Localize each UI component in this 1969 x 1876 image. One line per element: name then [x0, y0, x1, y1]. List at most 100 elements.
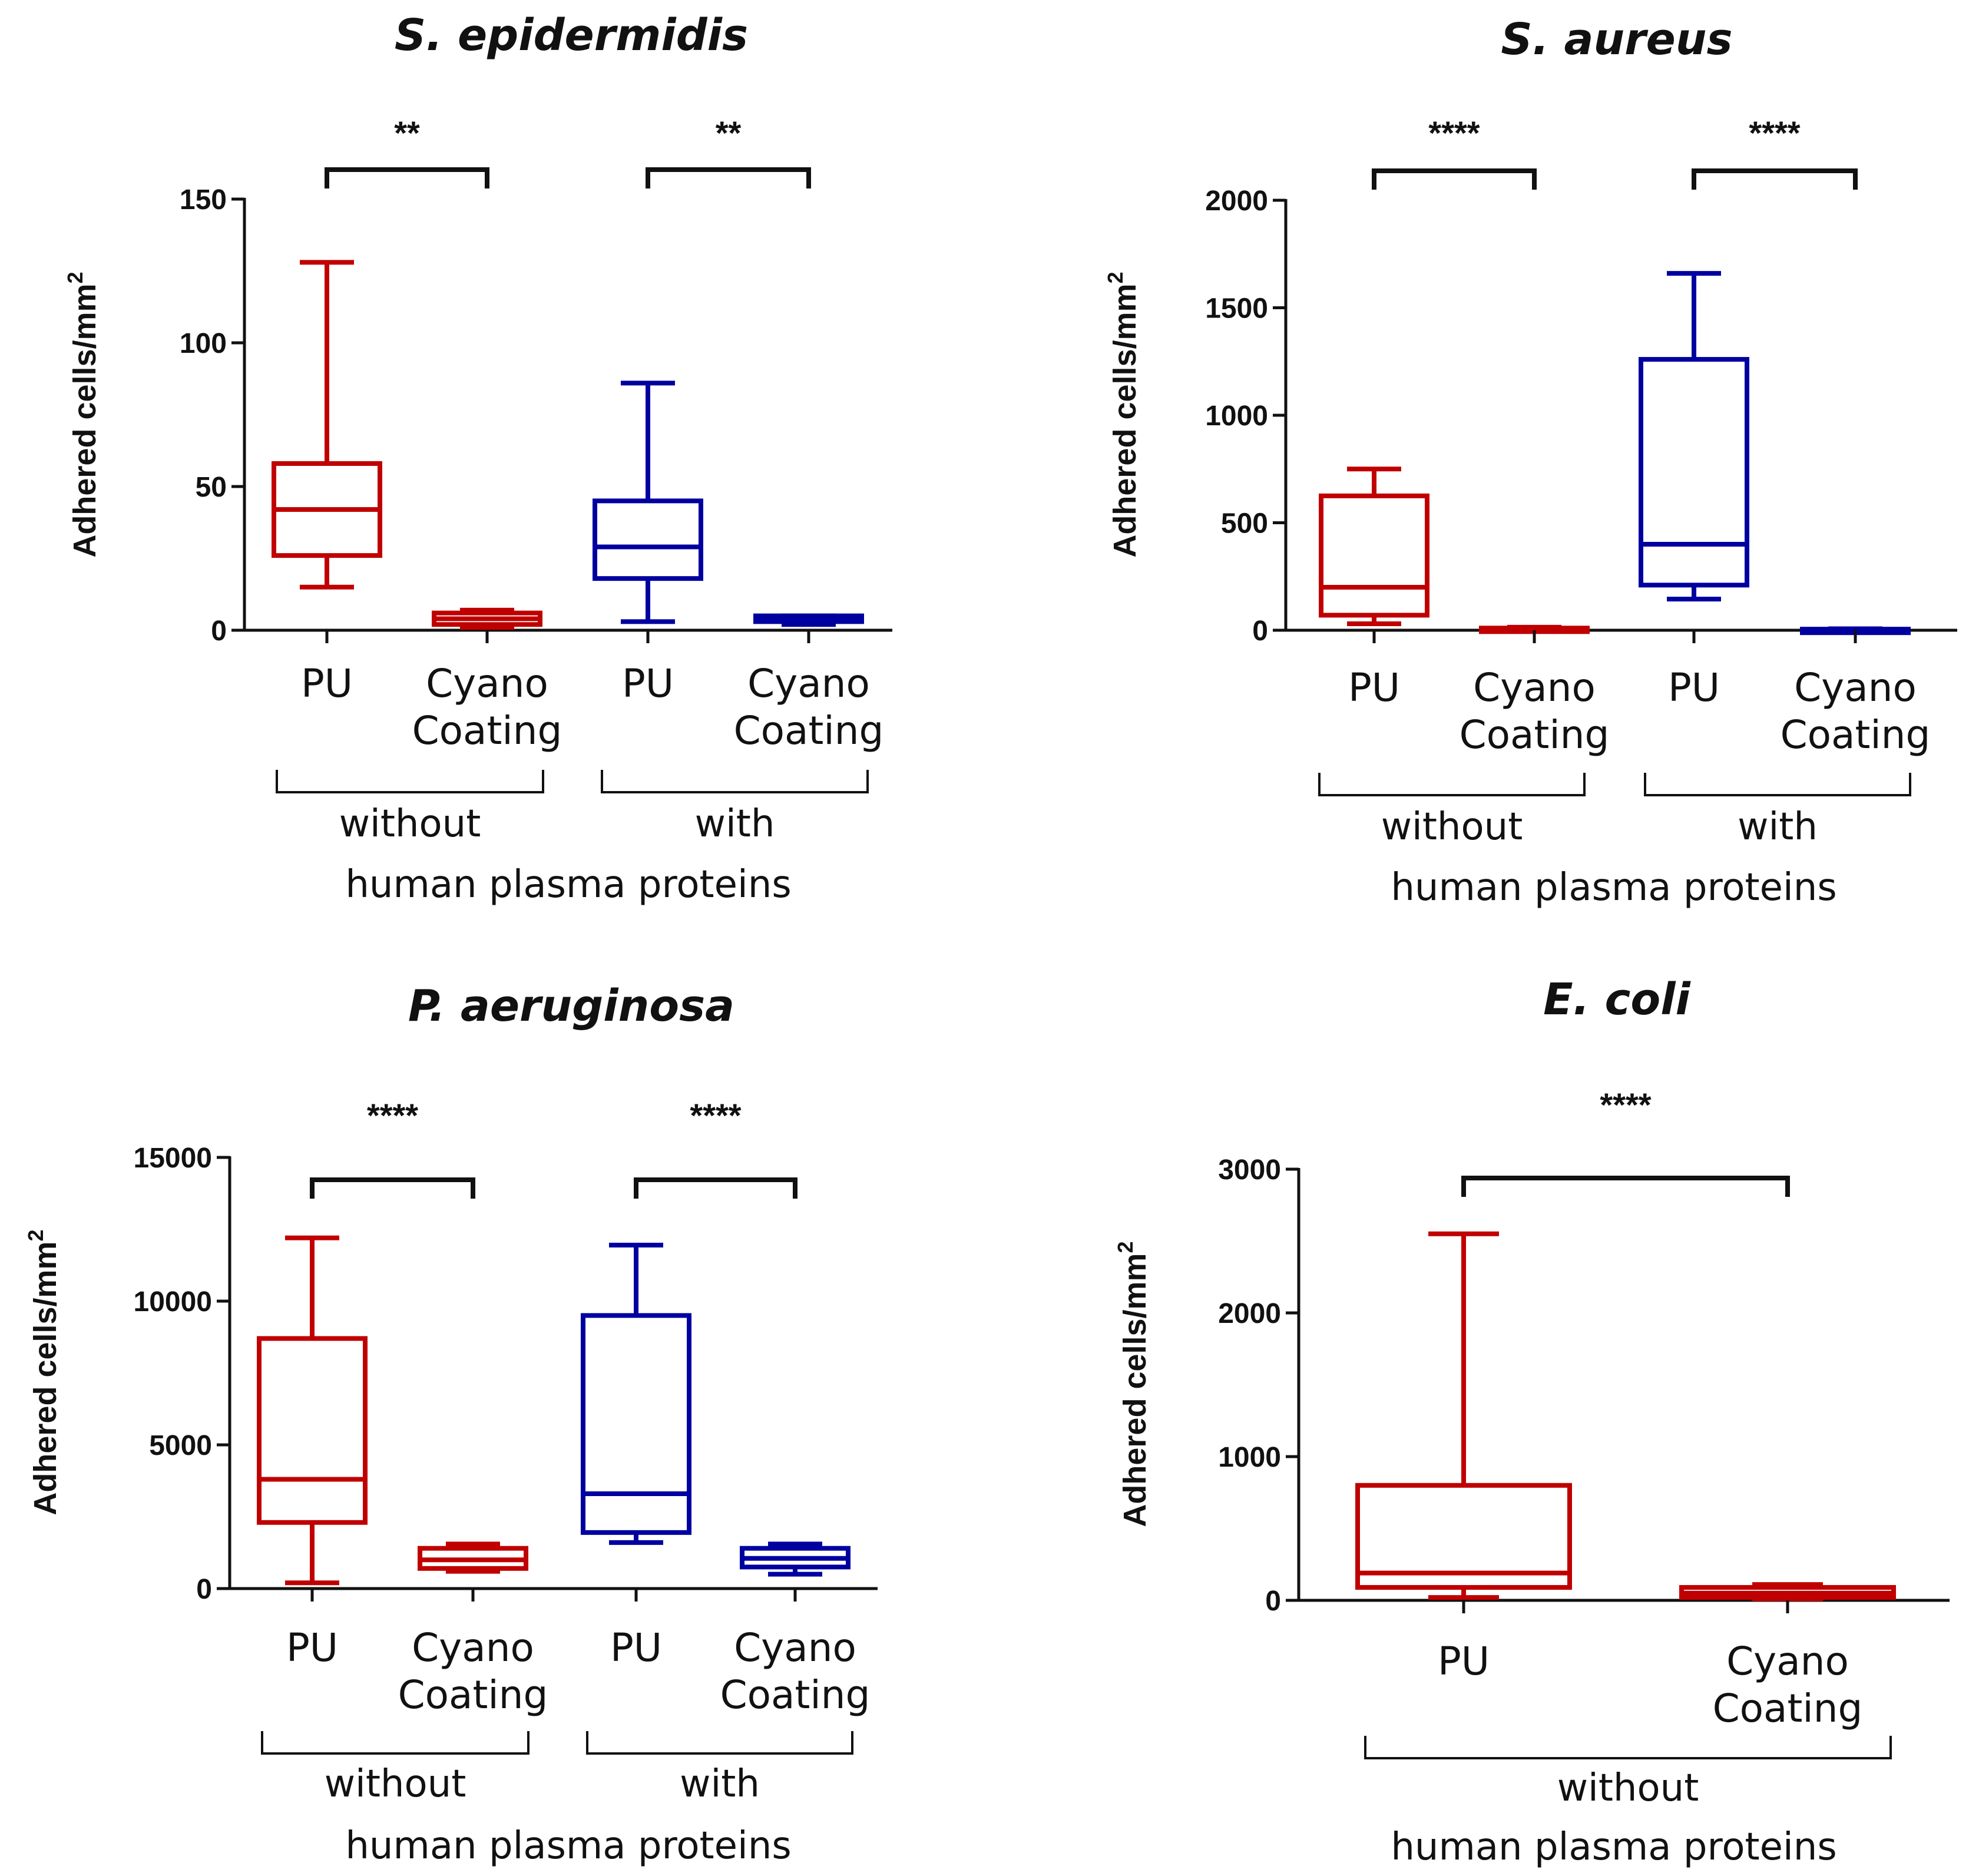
x-category-label: Coating: [720, 1672, 871, 1718]
x-category-label: Cyano: [1726, 1639, 1849, 1684]
x-category-label: PU: [1438, 1639, 1490, 1684]
box-1: [272, 260, 382, 590]
box-3: [581, 1242, 691, 1545]
panel-4: E. coli 0 1000 2000 3000 Adhered cells/mm2 PU C…: [1113, 974, 1950, 1869]
x-category-label: Coating: [1713, 1686, 1863, 1731]
box-1: [257, 1235, 368, 1586]
x-category-label: Coating: [398, 1672, 548, 1718]
y-tick-label: 10000: [134, 1286, 212, 1318]
x-category-label: PU: [286, 1625, 338, 1670]
y-tick-label: 3000: [1218, 1154, 1281, 1186]
group-label: without: [325, 1762, 466, 1806]
x-category-label: PU: [610, 1625, 662, 1670]
group-bracket: [276, 770, 544, 793]
box-3: [1639, 271, 1749, 602]
significance-bracket: [646, 167, 811, 188]
x-category-label: Coating: [1460, 712, 1610, 757]
group-label: without: [1557, 1766, 1699, 1810]
box-4: [740, 1541, 851, 1577]
significance-label: ****: [1600, 1086, 1651, 1123]
group-label: without: [1381, 805, 1523, 849]
group-bracket: [1644, 773, 1911, 796]
y-tick-label: 150: [180, 184, 227, 216]
x-axis-label: human plasma proteins: [1391, 866, 1836, 909]
x-category-label: Coating: [412, 708, 562, 753]
box-iqr: [581, 1313, 691, 1535]
y-axis-label: Adhered cells/mm2: [1103, 272, 1143, 557]
x-category-label: PU: [1348, 665, 1400, 710]
y-axis-label: Adhered cells/mm2: [1113, 1241, 1153, 1527]
group-label: without: [339, 802, 481, 846]
y-tick-label: 1000: [1218, 1442, 1281, 1473]
group-label: with: [695, 802, 775, 846]
box-iqr: [593, 498, 703, 581]
box-2: [418, 1541, 528, 1574]
group-bracket: [1364, 1736, 1892, 1759]
significance-bracket: [1461, 1176, 1790, 1197]
x-category-label: Cyano: [734, 1625, 856, 1670]
significance-label: ****: [1749, 114, 1800, 151]
group-bracket: [261, 1731, 530, 1755]
y-tick-label: 500: [1221, 508, 1268, 540]
y-tick-label: 0: [1265, 1586, 1281, 1617]
significance-bracket: [1692, 168, 1858, 190]
significance-label: **: [394, 114, 420, 151]
group-bracket: [601, 770, 869, 793]
box-iqr: [1319, 493, 1429, 618]
x-axis-label: human plasma proteins: [345, 1824, 791, 1868]
x-category-label: Cyano: [747, 661, 870, 706]
x-category-label: Cyano: [1473, 665, 1596, 710]
y-tick-label: 2000: [1205, 186, 1268, 217]
y-tick-label: 1000: [1205, 401, 1268, 432]
significance-label: ****: [1428, 114, 1480, 151]
x-category-label: Cyano: [412, 1625, 534, 1670]
box-3: [593, 381, 703, 624]
y-tick-label: 0: [196, 1574, 212, 1605]
y-axis-label: Adhered cells/mm2: [24, 1229, 63, 1515]
significance-bracket: [1372, 168, 1537, 190]
y-tick-label: 5000: [149, 1430, 212, 1461]
chart-title: S. epidermidis: [395, 10, 748, 61]
box-4: [753, 613, 864, 627]
significance-label: ****: [690, 1097, 741, 1134]
box-2: [1679, 1582, 1896, 1602]
chart-title: S. aureus: [1501, 14, 1732, 65]
box-iqr: [1639, 357, 1749, 588]
y-tick-label: 1500: [1205, 293, 1268, 325]
x-category-label: PU: [622, 661, 674, 706]
group-bracket: [1318, 773, 1586, 796]
box-iqr: [257, 1336, 368, 1525]
panel-1: S. epidermidis 0 50 100 150 Adhered cells/mm2…: [63, 10, 892, 906]
y-tick-label: 50: [196, 472, 227, 503]
x-category-label: Cyano: [1794, 665, 1917, 710]
group-label: with: [1738, 805, 1818, 849]
y-axis-label-superscript: 2: [1113, 1241, 1137, 1253]
significance-bracket: [310, 1177, 475, 1199]
x-axis-label: human plasma proteins: [345, 863, 791, 906]
significance-label: ****: [367, 1097, 418, 1134]
box-1: [1319, 466, 1429, 627]
y-tick-label: 15000: [134, 1143, 212, 1174]
y-tick-label: 2000: [1218, 1298, 1281, 1329]
x-category-label: Coating: [1781, 712, 1931, 757]
group-label: with: [680, 1762, 760, 1806]
significance-bracket: [634, 1177, 797, 1199]
y-tick-label: 0: [211, 616, 227, 647]
box-1: [1355, 1231, 1572, 1600]
x-axis-label: human plasma proteins: [1391, 1825, 1836, 1869]
box-4: [1800, 626, 1911, 636]
panel-2: S. aureus 0 500 1000 1500 2000 Adhered cells/m…: [1103, 14, 1957, 909]
box-2: [432, 607, 542, 630]
group-bracket: [586, 1731, 853, 1755]
y-axis-label-superscript: 2: [1103, 272, 1127, 283]
y-axis-label: Adhered cells/mm2: [63, 272, 102, 557]
panel-3: P. aeruginosa 0 5000 10000 15000 Adhered cell…: [24, 981, 878, 1868]
y-tick-label: 100: [180, 328, 227, 359]
y-axis-label-superscript: 2: [24, 1229, 48, 1241]
chart-title: P. aeruginosa: [408, 981, 734, 1031]
x-category-label: Coating: [734, 708, 884, 753]
y-tick-label: 0: [1252, 616, 1268, 647]
x-category-label: PU: [301, 661, 353, 706]
y-axis-label-superscript: 2: [63, 272, 87, 283]
